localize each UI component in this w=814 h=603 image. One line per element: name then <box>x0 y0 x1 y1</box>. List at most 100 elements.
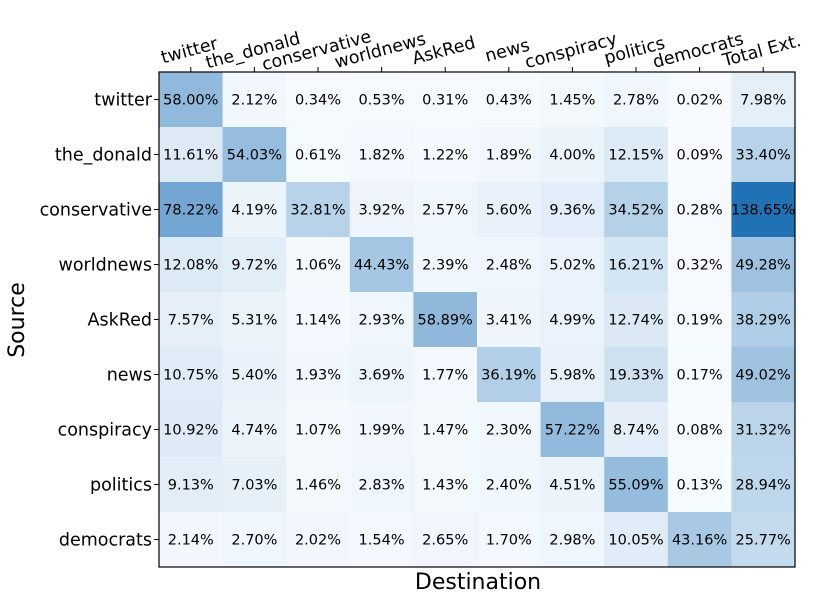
cell-value-label: 1.54% <box>359 533 405 549</box>
cell-value-label: 0.34% <box>295 93 341 109</box>
cell-value-label: 54.03% <box>227 148 282 164</box>
heatmap-cell <box>731 182 796 238</box>
cell-value-label: 0.28% <box>677 203 723 219</box>
heatmap-cell <box>477 127 542 183</box>
cell-value-label: 3.41% <box>486 313 532 329</box>
cell-value-label: 43.16% <box>672 533 727 549</box>
cell-value-label: 0.61% <box>295 148 341 164</box>
heatmap-cell <box>159 182 224 238</box>
cell-value-label: 2.30% <box>486 423 532 439</box>
cell-value-label: 12.74% <box>608 313 663 329</box>
heatmap-cell <box>349 457 414 513</box>
heatmap-cell <box>222 402 287 458</box>
cell-value-label: 5.02% <box>549 258 595 274</box>
heatmap-cell <box>540 292 605 348</box>
heatmap-cell <box>477 457 542 513</box>
heatmap-cell <box>413 402 478 458</box>
heatmap-cell <box>349 72 414 128</box>
heatmap-cell <box>604 292 669 348</box>
heatmap-cell <box>540 127 605 183</box>
cell-value-label: 0.53% <box>359 93 405 109</box>
cell-value-label: 36.19% <box>481 368 536 384</box>
heatmap-cell <box>667 402 732 458</box>
heatmap-cell <box>477 512 542 568</box>
cell-value-label: 28.94% <box>736 478 791 494</box>
heatmap-cell <box>349 182 414 238</box>
heatmap-cell <box>731 512 796 568</box>
cell-value-label: 49.02% <box>736 368 791 384</box>
cell-value-label: 4.51% <box>549 478 595 494</box>
cell-value-label: 19.33% <box>608 368 663 384</box>
cell-value-label: 25.77% <box>736 533 791 549</box>
heatmap-cell <box>349 347 414 403</box>
cell-value-label: 0.02% <box>677 93 723 109</box>
heatmap-cell <box>286 292 351 348</box>
cell-value-label: 5.31% <box>231 313 277 329</box>
heatmap-cell <box>667 182 732 238</box>
cell-value-label: 1.43% <box>422 478 468 494</box>
cell-value-label: 2.57% <box>422 203 468 219</box>
cell-value-label: 0.13% <box>677 478 723 494</box>
heatmap-cell <box>413 347 478 403</box>
heatmap-cell <box>604 512 669 568</box>
heatmap-cell <box>667 457 732 513</box>
heatmap-cell <box>349 512 414 568</box>
heatmap-cell <box>604 457 669 513</box>
cell-value-label: 3.92% <box>359 203 405 219</box>
x-tick-labels: twitterthe_donaldconservativeworldnewsAs… <box>159 27 803 75</box>
cell-value-label: 1.93% <box>295 368 341 384</box>
cell-value-label: 0.32% <box>677 258 723 274</box>
heatmap-cell <box>413 72 478 128</box>
heatmap-cell <box>413 127 478 183</box>
cell-value-label: 44.43% <box>354 258 409 274</box>
heatmap-cell <box>286 127 351 183</box>
heatmap-cell <box>159 237 224 293</box>
cell-value-label: 4.19% <box>231 203 277 219</box>
cell-value-label: 2.93% <box>359 313 405 329</box>
cell-value-label: 4.00% <box>549 148 595 164</box>
cell-value-label: 34.52% <box>608 203 663 219</box>
cell-value-label: 1.77% <box>422 368 468 384</box>
heatmap-cell <box>413 457 478 513</box>
heatmap-cell <box>349 402 414 458</box>
cell-value-label: 1.82% <box>359 148 405 164</box>
cell-value-label: 10.05% <box>608 533 663 549</box>
heatmap-cell <box>540 402 605 458</box>
cell-value-label: 4.99% <box>549 313 595 329</box>
cell-value-label: 2.40% <box>486 478 532 494</box>
heatmap-cell <box>604 72 669 128</box>
heatmap-cell <box>477 402 542 458</box>
y-tick-labels: twitter the_donald conservative worldnews As… <box>40 91 159 551</box>
heatmap-cell <box>222 182 287 238</box>
y-tick-label: democrats <box>59 531 152 551</box>
heatmap-cell <box>159 292 224 348</box>
heatmap-cell <box>413 237 478 293</box>
heatmap-cells <box>159 72 796 568</box>
heatmap-cell <box>731 72 796 128</box>
y-tick-label: politics <box>90 476 152 496</box>
cell-value-label: 0.19% <box>677 313 723 329</box>
cell-value-label: 4.74% <box>231 423 277 439</box>
heatmap-cell <box>349 237 414 293</box>
cell-value-label: 2.39% <box>422 258 468 274</box>
heatmap-cell <box>222 347 287 403</box>
cell-value-label: 10.92% <box>163 423 218 439</box>
heatmap-cell <box>540 237 605 293</box>
heatmap-cell <box>286 237 351 293</box>
cell-value-label: 49.28% <box>736 258 791 274</box>
cell-value-label: 1.06% <box>295 258 341 274</box>
heatmap-cell <box>604 182 669 238</box>
heatmap-cell <box>540 512 605 568</box>
cell-value-label: 2.65% <box>422 533 468 549</box>
heatmap-cell <box>667 292 732 348</box>
heatmap-cell <box>349 127 414 183</box>
heatmap-cell <box>477 347 542 403</box>
heatmap-cell <box>477 182 542 238</box>
cell-value-label: 16.21% <box>608 258 663 274</box>
heatmap-cell <box>540 72 605 128</box>
cell-value-label: 5.40% <box>231 368 277 384</box>
cell-value-label: 2.78% <box>613 93 659 109</box>
cell-value-label: 8.74% <box>613 423 659 439</box>
cell-value-label: 9.36% <box>549 203 595 219</box>
heatmap-cell <box>286 182 351 238</box>
